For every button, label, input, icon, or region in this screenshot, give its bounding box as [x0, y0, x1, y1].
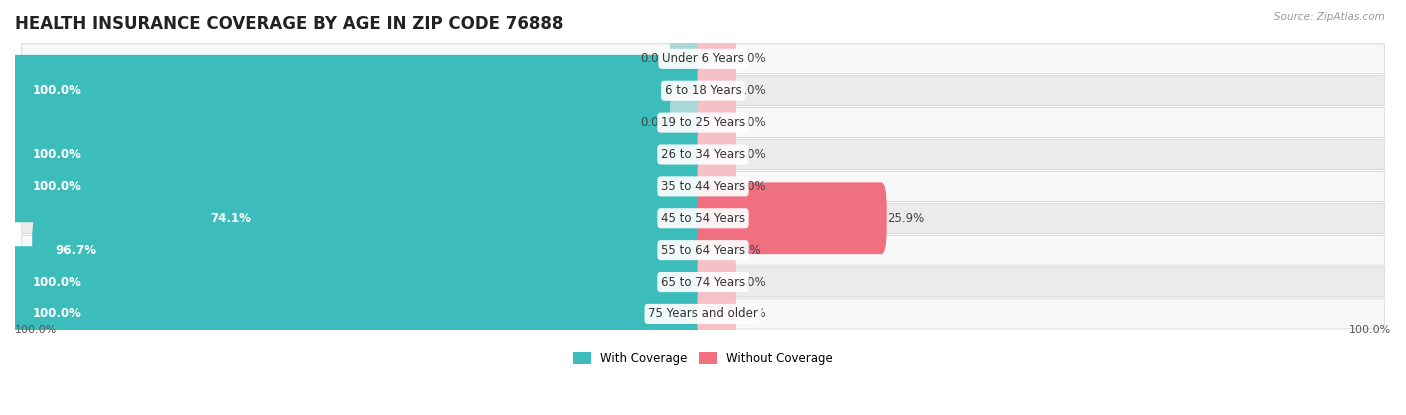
Text: 6 to 18 Years: 6 to 18 Years	[665, 84, 741, 97]
FancyBboxPatch shape	[10, 119, 709, 190]
Legend: With Coverage, Without Coverage: With Coverage, Without Coverage	[568, 347, 838, 370]
FancyBboxPatch shape	[21, 299, 1385, 329]
Text: 0.0%: 0.0%	[735, 276, 766, 288]
FancyBboxPatch shape	[671, 87, 709, 159]
Text: 75 Years and older: 75 Years and older	[648, 308, 758, 320]
FancyBboxPatch shape	[21, 44, 1385, 74]
Text: 0.0%: 0.0%	[640, 116, 671, 129]
Text: 100.0%: 100.0%	[1348, 325, 1391, 334]
Text: Under 6 Years: Under 6 Years	[662, 52, 744, 65]
Text: 100.0%: 100.0%	[32, 276, 82, 288]
FancyBboxPatch shape	[697, 278, 735, 350]
FancyBboxPatch shape	[697, 151, 735, 222]
Text: 26 to 34 Years: 26 to 34 Years	[661, 148, 745, 161]
FancyBboxPatch shape	[21, 107, 1385, 138]
Text: 0.0%: 0.0%	[640, 52, 671, 65]
Text: 25.9%: 25.9%	[887, 212, 924, 225]
FancyBboxPatch shape	[697, 119, 735, 190]
Text: 55 to 64 Years: 55 to 64 Years	[661, 244, 745, 256]
FancyBboxPatch shape	[187, 183, 709, 254]
Text: 0.0%: 0.0%	[735, 148, 766, 161]
FancyBboxPatch shape	[697, 183, 887, 254]
FancyBboxPatch shape	[10, 55, 709, 127]
FancyBboxPatch shape	[21, 203, 1385, 233]
Text: 100.0%: 100.0%	[32, 308, 82, 320]
FancyBboxPatch shape	[697, 55, 735, 127]
Text: 19 to 25 Years: 19 to 25 Years	[661, 116, 745, 129]
Text: 45 to 54 Years: 45 to 54 Years	[661, 212, 745, 225]
FancyBboxPatch shape	[21, 171, 1385, 201]
FancyBboxPatch shape	[697, 214, 731, 286]
Text: 0.0%: 0.0%	[735, 308, 766, 320]
FancyBboxPatch shape	[671, 23, 709, 95]
FancyBboxPatch shape	[697, 23, 735, 95]
Text: 96.7%: 96.7%	[55, 244, 96, 256]
Text: 35 to 44 Years: 35 to 44 Years	[661, 180, 745, 193]
Text: 100.0%: 100.0%	[15, 325, 58, 334]
Text: 100.0%: 100.0%	[32, 84, 82, 97]
Text: 0.0%: 0.0%	[735, 52, 766, 65]
Text: 74.1%: 74.1%	[211, 212, 252, 225]
Text: 65 to 74 Years: 65 to 74 Years	[661, 276, 745, 288]
FancyBboxPatch shape	[21, 76, 1385, 106]
FancyBboxPatch shape	[21, 235, 1385, 265]
FancyBboxPatch shape	[10, 246, 709, 318]
Text: 0.0%: 0.0%	[735, 116, 766, 129]
FancyBboxPatch shape	[21, 139, 1385, 169]
FancyBboxPatch shape	[10, 278, 709, 350]
Text: 3.3%: 3.3%	[731, 244, 761, 256]
FancyBboxPatch shape	[32, 214, 709, 286]
FancyBboxPatch shape	[697, 87, 735, 159]
FancyBboxPatch shape	[21, 267, 1385, 297]
FancyBboxPatch shape	[10, 151, 709, 222]
Text: HEALTH INSURANCE COVERAGE BY AGE IN ZIP CODE 76888: HEALTH INSURANCE COVERAGE BY AGE IN ZIP …	[15, 15, 564, 33]
Text: 0.0%: 0.0%	[735, 180, 766, 193]
Text: 0.0%: 0.0%	[735, 84, 766, 97]
Text: 100.0%: 100.0%	[32, 148, 82, 161]
Text: 100.0%: 100.0%	[32, 180, 82, 193]
FancyBboxPatch shape	[697, 246, 735, 318]
Text: Source: ZipAtlas.com: Source: ZipAtlas.com	[1274, 12, 1385, 22]
